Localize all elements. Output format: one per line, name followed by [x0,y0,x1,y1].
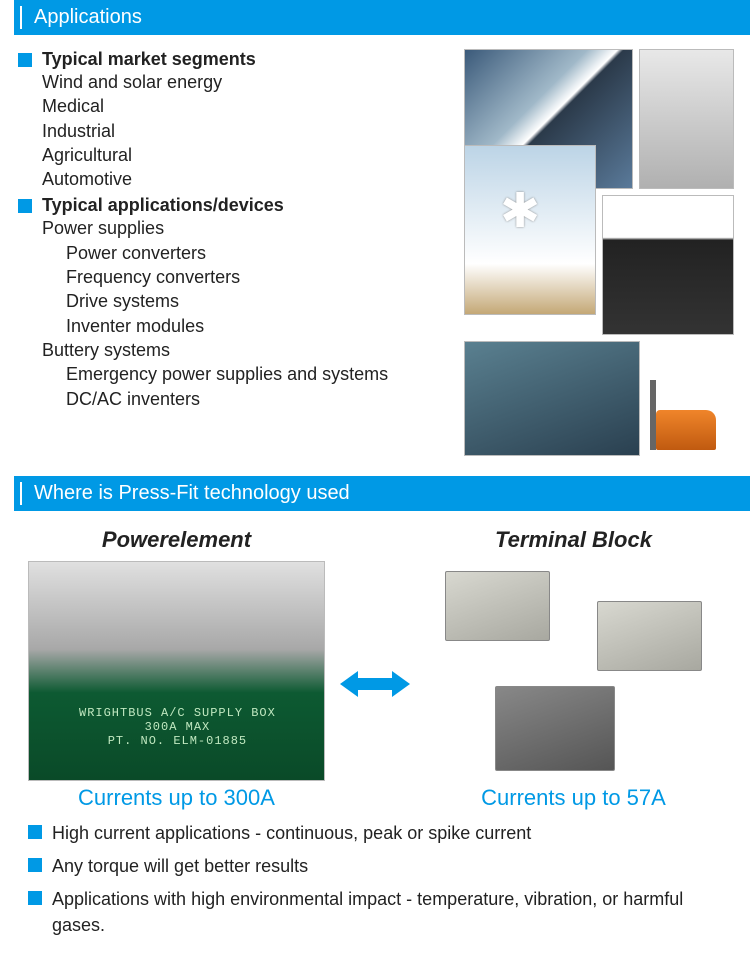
image-wind-turbine [464,145,596,315]
image-terminal-block [425,561,722,781]
section-header-pressfit: Where is Press-Fit technology used [0,476,750,511]
group2-title: Typical applications/devices [42,195,284,216]
section-title: Where is Press-Fit technology used [20,482,350,505]
sub-list-item: Emergency power supplies and systems [66,362,454,386]
sub-list-item: DC/AC inventers [66,387,454,411]
image-generator [602,195,734,335]
list-item: Wind and solar energy [42,70,454,94]
pcb-label: WRIGHTBUS A/C SUPPLY BOX 300A MAX PT. NO… [79,706,276,748]
list-item: Buttery systems [42,338,454,362]
list-item: Medical [42,94,454,118]
sub-list-item: Frequency converters [66,265,454,289]
compare-right-caption: Currents up to 57A [425,785,722,811]
applications-text: Typical market segments Wind and solar e… [40,49,454,456]
compare-right: Terminal Block Currents up to 57A [425,527,722,811]
list-item: Agricultural [42,143,454,167]
note-text: Applications with high environmental imp… [52,887,722,937]
compare-left: Powerelement WRIGHTBUS A/C SUPPLY BOX 30… [28,527,325,811]
pcb-line: PT. NO. ELM-01885 [79,734,276,748]
bullet-square-icon [28,858,42,872]
image-engine [464,341,640,456]
pcb-line: WRIGHTBUS A/C SUPPLY BOX [79,706,276,720]
bullet-square-icon [28,825,42,839]
comparison-row: Powerelement WRIGHTBUS A/C SUPPLY BOX 30… [0,517,750,815]
sub-list-item: Power converters [66,241,454,265]
list-item: Automotive [42,167,454,191]
list-item: Industrial [42,119,454,143]
compare-arrow [335,671,415,697]
sub-list-item: Inventer modules [66,314,454,338]
compare-left-title: Powerelement [28,527,325,553]
section-title: Applications [20,6,142,29]
list-item: Power supplies [42,216,454,240]
bullet-square-icon [18,199,32,213]
sub-list-item: Drive systems [66,289,454,313]
note-text: High current applications - continuous, … [52,821,531,846]
notes-list: High current applications - continuous, … [0,815,750,966]
image-forklift [646,351,734,456]
applications-images [454,49,734,456]
pcb-line: 300A MAX [79,720,276,734]
section-header-applications: Applications [0,0,750,35]
double-arrow-icon [340,671,410,697]
group1-title: Typical market segments [42,49,256,70]
note-text: Any torque will get better results [52,854,308,879]
image-powerelement: WRIGHTBUS A/C SUPPLY BOX 300A MAX PT. NO… [28,561,325,781]
bullet-square-icon [18,53,32,67]
bullet-square-icon [28,891,42,905]
applications-content: Typical market segments Wind and solar e… [0,41,750,476]
compare-left-caption: Currents up to 300A [28,785,325,811]
compare-right-title: Terminal Block [425,527,722,553]
